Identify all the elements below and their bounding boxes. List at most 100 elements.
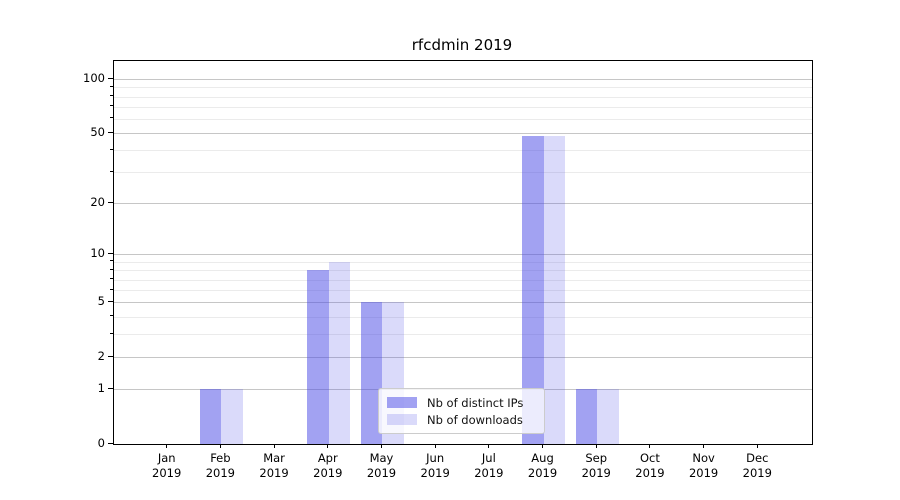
- x-tick-month: Nov: [692, 451, 715, 465]
- x-tick-year: 2019: [474, 466, 504, 480]
- x-tick-mark: [703, 444, 705, 448]
- x-tick-month: Oct: [639, 451, 660, 465]
- gridline-minor: [114, 150, 812, 152]
- y-minor-tick-mark: [110, 105, 113, 107]
- legend-item-downloads: Nb of downloads: [387, 411, 536, 428]
- x-tick-year: 2019: [366, 466, 397, 480]
- x-tick-year: 2019: [527, 466, 558, 480]
- x-tick-label-may: May 2019: [353, 451, 409, 481]
- y-minor-tick-mark: [110, 332, 113, 334]
- legend-item-distinct-ips: Nb of distinct IPs: [387, 394, 536, 411]
- x-tick-label-aug: Aug 2019: [515, 451, 571, 481]
- y-minor-tick-mark: [110, 288, 113, 290]
- y-tick-label: 50: [90, 125, 105, 140]
- y-minor-tick-mark: [110, 95, 113, 97]
- y-tick-label: 5: [97, 294, 105, 309]
- x-tick-month: Feb: [210, 451, 231, 465]
- x-tick-label-jun: Jun 2019: [407, 451, 463, 481]
- x-tick-year: 2019: [742, 466, 772, 480]
- gridline-major: [114, 357, 812, 359]
- bar-distinct-ips-may: [360, 302, 383, 444]
- x-tick-label-apr: Apr 2019: [300, 451, 356, 481]
- x-tick-mark: [273, 444, 275, 448]
- gridline-minor: [114, 261, 812, 263]
- x-tick-mark: [756, 444, 758, 448]
- legend-label-distinct-ips: Nb of distinct IPs: [427, 395, 524, 410]
- x-tick-year: 2019: [635, 466, 665, 480]
- y-tick-mark: [108, 442, 113, 444]
- x-tick-mark: [219, 444, 221, 448]
- gridline-major: [114, 254, 812, 256]
- x-tick-year: 2019: [420, 466, 450, 480]
- x-tick-month: Apr: [317, 451, 338, 465]
- gridline-major: [114, 203, 812, 205]
- gridline-minor: [114, 316, 812, 318]
- x-tick-month: Jul: [481, 451, 496, 465]
- y-tick-mark: [108, 300, 113, 302]
- y-minor-tick-mark: [110, 315, 113, 317]
- bar-downloads-aug: [543, 136, 566, 444]
- x-tick-month: Jan: [157, 451, 176, 465]
- x-tick-month: Aug: [531, 451, 554, 465]
- legend-swatch-distinct-ips-icon: [387, 397, 417, 408]
- bar-downloads-apr: [328, 261, 351, 444]
- gridline-minor: [114, 270, 812, 272]
- y-minor-tick-mark: [110, 170, 113, 172]
- bar-distinct-ips-feb: [199, 389, 222, 444]
- chart-title: rfcdmin 2019: [411, 36, 513, 54]
- x-tick-label-oct: Oct 2019: [622, 451, 678, 481]
- gridline-minor: [114, 334, 812, 336]
- y-tick-label: 100: [83, 71, 105, 86]
- y-tick-label: 1: [97, 381, 105, 396]
- gridline-minor: [114, 290, 812, 292]
- x-tick-year: 2019: [205, 466, 236, 480]
- x-tick-label-nov: Nov 2019: [676, 451, 732, 481]
- legend-swatch-downloads-icon: [387, 414, 417, 425]
- y-minor-tick-mark: [110, 148, 113, 150]
- bar-distinct-ips-aug: [522, 136, 544, 444]
- x-tick-label-jan: Jan 2019: [139, 451, 195, 481]
- x-tick-mark: [595, 444, 597, 448]
- legend-label-downloads: Nb of downloads: [427, 412, 523, 427]
- x-tick-label-jul: Jul 2019: [461, 451, 517, 481]
- x-tick-month: May: [369, 451, 394, 465]
- x-tick-label-mar: Mar 2019: [246, 451, 302, 481]
- legend: Nb of distinct IPs Nb of downloads: [378, 388, 545, 434]
- y-tick-mark: [108, 77, 113, 79]
- y-minor-tick-mark: [110, 278, 113, 280]
- y-tick-label: 20: [90, 195, 105, 210]
- gridline-major: [114, 79, 812, 81]
- bar-distinct-ips-sep: [575, 389, 598, 444]
- gridline-minor: [114, 106, 812, 108]
- gridline-minor: [114, 96, 812, 98]
- x-tick-label-feb: Feb 2019: [192, 451, 248, 481]
- gridline-minor: [114, 87, 812, 89]
- x-tick-month: Mar: [263, 451, 285, 465]
- y-minor-tick-mark: [110, 85, 113, 87]
- x-tick-month: Jun: [426, 451, 445, 465]
- plot-area: [113, 60, 813, 445]
- y-minor-tick-mark: [110, 260, 113, 262]
- gridline-minor: [114, 172, 812, 174]
- x-tick-mark: [488, 444, 490, 448]
- y-tick-mark: [108, 201, 113, 203]
- x-tick-year: 2019: [152, 466, 182, 480]
- x-tick-month: Dec: [746, 451, 769, 465]
- x-tick-mark: [434, 444, 436, 448]
- x-tick-mark: [166, 444, 168, 448]
- y-tick-label: 0: [97, 436, 105, 450]
- x-tick-year: 2019: [259, 466, 289, 480]
- x-tick-month: Sep: [585, 451, 608, 465]
- y-minor-tick-mark: [110, 268, 113, 270]
- gridline-minor: [114, 279, 812, 281]
- bar-downloads-feb: [221, 389, 243, 444]
- y-tick-label: 2: [97, 349, 105, 364]
- y-tick-mark: [108, 387, 113, 389]
- x-tick-mark: [649, 444, 651, 448]
- x-tick-mark: [327, 444, 329, 448]
- gridline-major: [114, 133, 812, 135]
- bar-downloads-sep: [597, 389, 619, 444]
- x-tick-mark: [542, 444, 544, 448]
- x-tick-label-sep: Sep 2019: [568, 451, 624, 481]
